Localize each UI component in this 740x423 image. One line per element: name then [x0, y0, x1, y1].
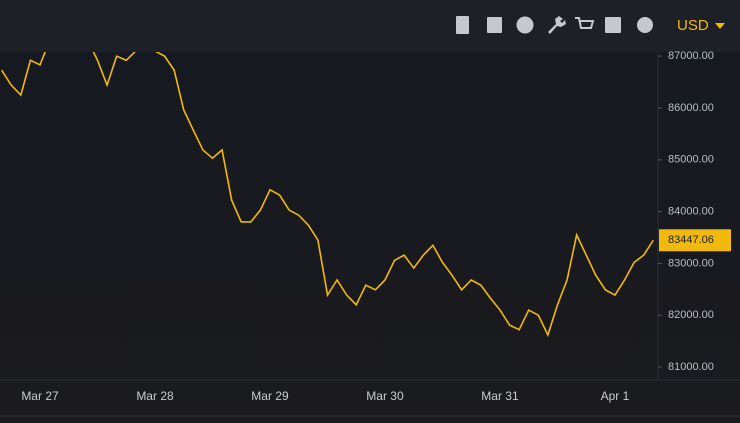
stats-icon[interactable]	[605, 17, 621, 33]
currency-selector[interactable]: USD	[677, 17, 709, 34]
y-tick-label: 83000.00	[668, 257, 714, 269]
tools-icon[interactable]	[548, 16, 566, 34]
y-tick-label: 82000.00	[668, 309, 714, 321]
y-tick-label: 86000.00	[668, 102, 714, 114]
x-tick-label: Mar 28	[136, 389, 174, 403]
calendar-icon[interactable]	[487, 17, 502, 33]
plot	[0, 52, 654, 338]
y-tick-label: 84000.00	[668, 206, 714, 218]
x-tick-label: Mar 29	[251, 389, 289, 403]
price-line	[0, 52, 654, 338]
settings-icon[interactable]	[637, 17, 653, 33]
bitcoin-icon[interactable]	[516, 16, 534, 34]
toolbar	[0, 0, 740, 52]
x-tick-label: Mar 27	[21, 389, 59, 403]
toolbar-icons	[456, 16, 653, 34]
cart-icon[interactable]	[575, 17, 595, 29]
x-tick-label: Apr 1	[601, 389, 630, 403]
dropdown-arrow[interactable]	[715, 23, 725, 29]
last-price-label: 83447.06	[668, 234, 714, 246]
x-tick-label: Mar 30	[366, 389, 404, 403]
y-tick-label: 87000.00	[668, 50, 714, 62]
last-price-tag	[659, 229, 731, 252]
y-tick-label: 81000.00	[668, 361, 714, 373]
y-tick-label: 85000.00	[668, 154, 714, 166]
x-tick-label: Mar 31	[481, 389, 519, 403]
calculator-icon[interactable]	[456, 16, 469, 34]
